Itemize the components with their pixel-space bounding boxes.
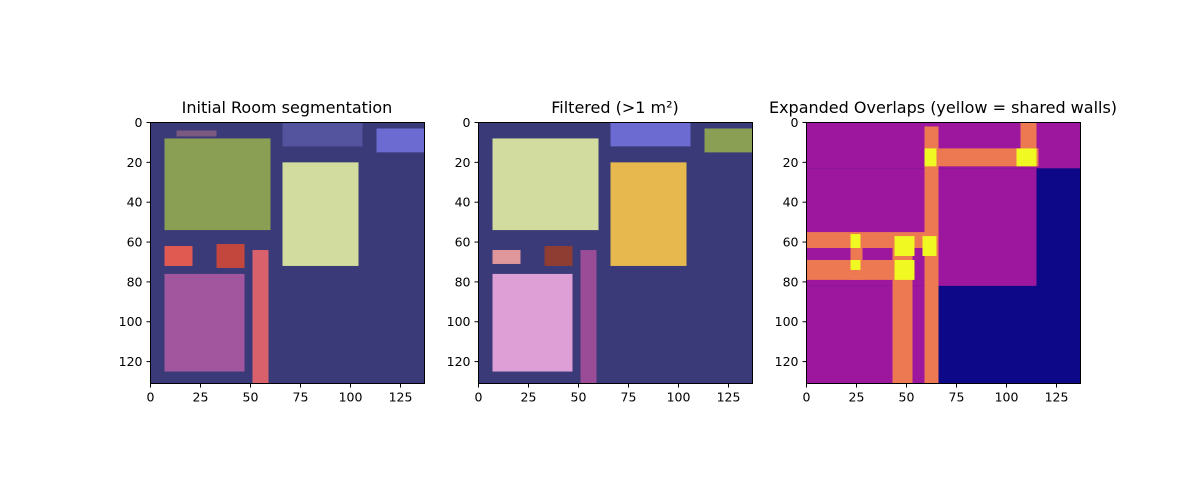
panel-3: Expanded Overlaps (yellow = shared walls… [769,98,1117,405]
panel-1-region-8 [164,273,245,372]
panel-2-region-8 [580,250,597,384]
panel-3-x-tick-label-4: 75 [949,390,965,405]
panel-1-x-axis: 0 25 50 75 100 125 [147,383,413,405]
panel-1-region-3 [282,122,363,147]
panel-2-y-tick-label-5: 80 [455,274,471,289]
panel-3-y-tick-label-7: 120 [775,354,799,369]
panel-2-x-tick-label-1: 0 [475,390,483,405]
panel-2-y-tick-label-6: 100 [447,314,471,329]
panel-1-region-4 [376,128,425,153]
panel-1-region-1 [164,138,271,231]
panel-1-region-7 [216,244,245,268]
panel-1-x-tick-label-1: 0 [147,390,155,405]
panel-1-y-tick-label-5: 80 [127,274,143,289]
panel-2-y-tick-label-7: 120 [447,354,471,369]
panel-3-region-14 [850,259,861,270]
panel-3-region-16 [922,236,937,256]
panel-3-y-tick-label-2: 20 [783,155,799,170]
panel-1-region-5 [282,162,359,266]
panel-3-region-13 [850,234,861,249]
panel-2-region-3 [704,128,753,153]
panel-2-x-tick-label-3: 50 [571,390,587,405]
panel-1-x-tick-label-6: 125 [389,390,413,405]
panel-2-y-tick-label-1: 0 [463,115,471,130]
panel-3-x-tick-label-2: 25 [849,390,865,405]
panel-1-y-tick-label-4: 60 [127,235,143,250]
panel-2-region-5 [492,250,521,264]
panel-1-y-tick-label-1: 0 [135,115,143,130]
panel-3-y-tick-label-3: 40 [783,195,799,210]
panel-3-x-tick-label-6: 125 [1045,390,1069,405]
panel-3-region-7 [806,232,939,249]
panel-1-region-2 [176,130,217,137]
panel-2: Filtered (>1 m²) 0 25 50 75 100 125 0 20 40 60 80… [447,98,753,405]
panel-1-regions [164,122,425,384]
panel-2-x-tick-label-6: 125 [717,390,741,405]
panel-1: Initial Room segmentation 0 25 50 75 100 125 … [119,98,425,405]
panel-2-y-tick-label-3: 40 [455,195,471,210]
panel-2-region-6 [544,246,573,266]
panel-1-region-6 [164,246,193,266]
panel-3-region-17 [894,259,915,280]
panel-1-frame [150,122,425,384]
panel-1-y-tick-label-6: 100 [119,314,143,329]
panel-3-y-tick-label-5: 80 [783,274,799,289]
panel-3-y-tick-label-1: 0 [791,115,799,130]
panel-2-region-2 [610,122,691,147]
panel-2-regions [492,122,753,384]
panel-3-frame [806,122,1081,384]
panel-1-y-tick-label-2: 20 [127,155,143,170]
panel-2-region-4 [610,162,687,266]
panel-2-x-tick-label-5: 100 [667,390,691,405]
panel-2-region-7 [492,273,573,372]
panel-3-y-tick-label-6: 100 [775,314,799,329]
panel-3-region-5 [924,148,1039,167]
panel-1-y-axis: 0 20 40 60 80 100 120 [119,115,151,369]
panel-3-region-12 [1016,148,1037,167]
panel-2-title: Filtered (>1 m²) [551,98,679,117]
panel-3-x-tick-label-1: 0 [803,390,811,405]
panel-1-title: Initial Room segmentation [182,98,393,117]
panel-2-y-tick-label-4: 60 [455,235,471,250]
panel-1-x-tick-label-3: 50 [243,390,259,405]
panel-2-x-tick-label-4: 75 [621,390,637,405]
panel-3-y-tick-label-4: 60 [783,235,799,250]
panel-3-region-3 [806,285,939,384]
panel-3-x-tick-label-5: 100 [995,390,1019,405]
panel-1-region-9 [252,250,269,384]
panel-2-x-axis: 0 25 50 75 100 125 [475,383,741,405]
panel-1-x-tick-label-4: 75 [293,390,309,405]
panel-3-x-axis: 0 25 50 75 100 125 [803,383,1069,405]
panel-3-y-axis: 0 20 40 60 80 100 120 [775,115,807,369]
panel-1-x-tick-label-2: 25 [193,390,209,405]
panel-3-regions [806,122,1081,384]
panel-2-y-axis: 0 20 40 60 80 100 120 [447,115,479,369]
panel-2-region-1 [492,138,599,231]
panel-3-title: Expanded Overlaps (yellow = shared walls… [769,98,1117,117]
panel-1-x-tick-label-5: 100 [339,390,363,405]
panel-3-region-11 [924,148,937,167]
panel-3-region-15 [894,236,915,256]
panel-2-x-tick-label-2: 25 [521,390,537,405]
panel-2-frame [478,122,753,384]
panel-2-y-tick-label-2: 20 [455,155,471,170]
panel-3-x-tick-label-3: 50 [899,390,915,405]
panel-1-y-tick-label-3: 40 [127,195,143,210]
panel-1-y-tick-label-7: 120 [119,354,143,369]
